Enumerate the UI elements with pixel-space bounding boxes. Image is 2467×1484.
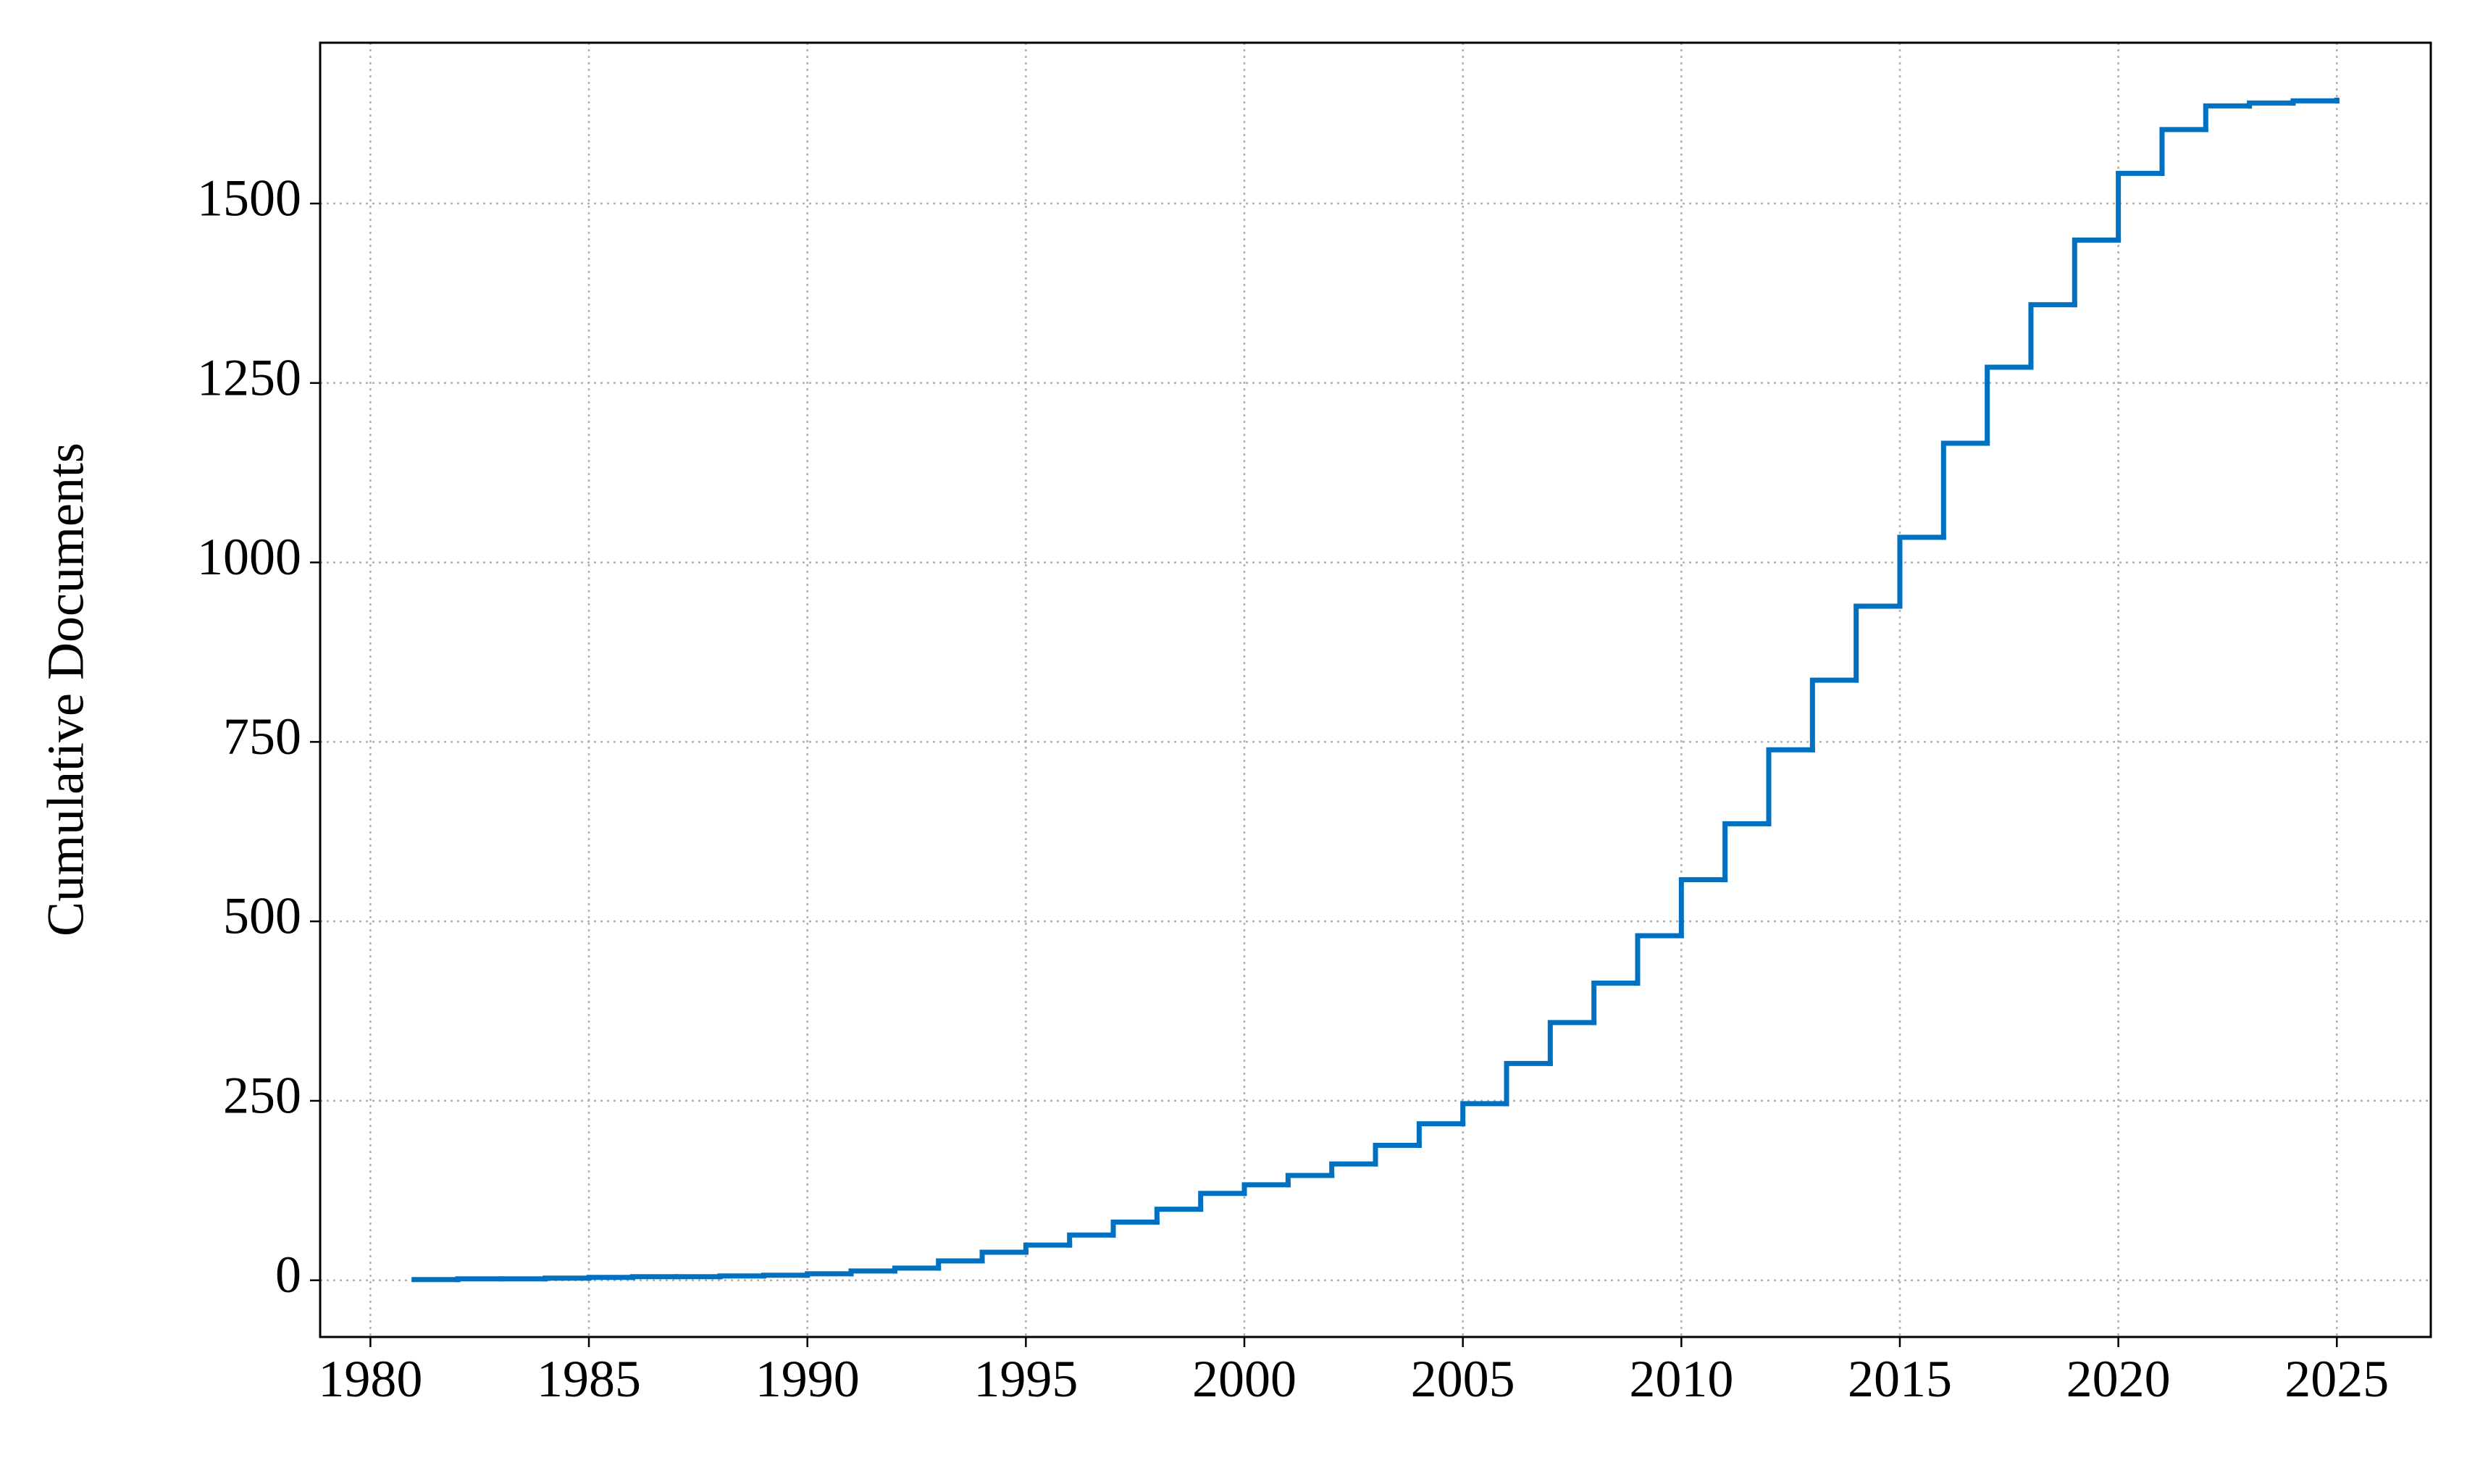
step-segment [1635, 933, 1684, 986]
x-tick-label: 1995 [973, 1350, 1078, 1408]
plot-frame [319, 41, 2432, 1338]
x-tick-label: 1980 [318, 1350, 422, 1408]
step-segment [2247, 100, 2296, 109]
step-segment [761, 1273, 811, 1279]
x-tick-label: 2020 [2066, 1350, 2171, 1408]
step-segment [848, 1268, 897, 1277]
step-segment [1198, 1191, 1247, 1212]
step-segment [2072, 238, 2122, 308]
step-segment [2028, 302, 2077, 370]
step-segment [1416, 1121, 1466, 1148]
step-segment [1678, 877, 1728, 939]
x-tick-label: 2005 [1411, 1350, 1515, 1408]
step-segment [629, 1274, 679, 1280]
y-tick-label: 250 [223, 1066, 301, 1124]
step-segment [1940, 440, 1990, 540]
step-segment [2290, 98, 2340, 106]
step-segment [1285, 1173, 1335, 1188]
step-segment [1766, 747, 1815, 826]
step-segment [805, 1271, 854, 1278]
step-segment [1373, 1142, 1422, 1167]
x-tick-label: 2000 [1192, 1350, 1297, 1408]
step-segment [717, 1273, 766, 1280]
step-segment [1854, 603, 1903, 683]
x-tick-label: 1985 [537, 1350, 641, 1408]
step-segment [1154, 1207, 1204, 1225]
x-tick-label: 2025 [2284, 1350, 2389, 1408]
step-segment [1809, 677, 1859, 753]
y-tick-label: 0 [275, 1246, 301, 1304]
x-tick-label: 2010 [1629, 1350, 1733, 1408]
step-segment [1110, 1219, 1160, 1238]
step-segment [936, 1258, 985, 1271]
step-segment [1023, 1242, 1073, 1255]
step-segment [1329, 1161, 1378, 1178]
x-tick-label: 1990 [755, 1350, 860, 1408]
y-tick-label: 1250 [197, 348, 301, 406]
step-segment [543, 1275, 592, 1282]
step-segment [1504, 1060, 1553, 1107]
step-segment [2116, 170, 2165, 243]
step-segment [1591, 980, 1641, 1026]
step-segment [1897, 535, 1946, 609]
step-segment [1067, 1232, 1116, 1248]
step-segment [455, 1276, 504, 1283]
x-tick-label: 2015 [1848, 1350, 1952, 1408]
y-tick-label: 750 [223, 708, 301, 766]
step-segment [1241, 1182, 1291, 1196]
step-segment [2203, 103, 2253, 133]
step-segment [979, 1249, 1029, 1264]
step-segment [2159, 127, 2208, 176]
step-segment [1547, 1020, 1597, 1066]
step-segment [1722, 821, 1772, 883]
y-tick-label: 500 [223, 887, 301, 945]
y-tick-label: 1500 [197, 169, 301, 227]
y-tick-label: 1000 [197, 528, 301, 586]
step-segment [1985, 364, 2034, 446]
step-segment [1460, 1101, 1509, 1127]
y-axis-label: Cumulative Documents [37, 443, 95, 936]
step-segment [892, 1265, 942, 1274]
